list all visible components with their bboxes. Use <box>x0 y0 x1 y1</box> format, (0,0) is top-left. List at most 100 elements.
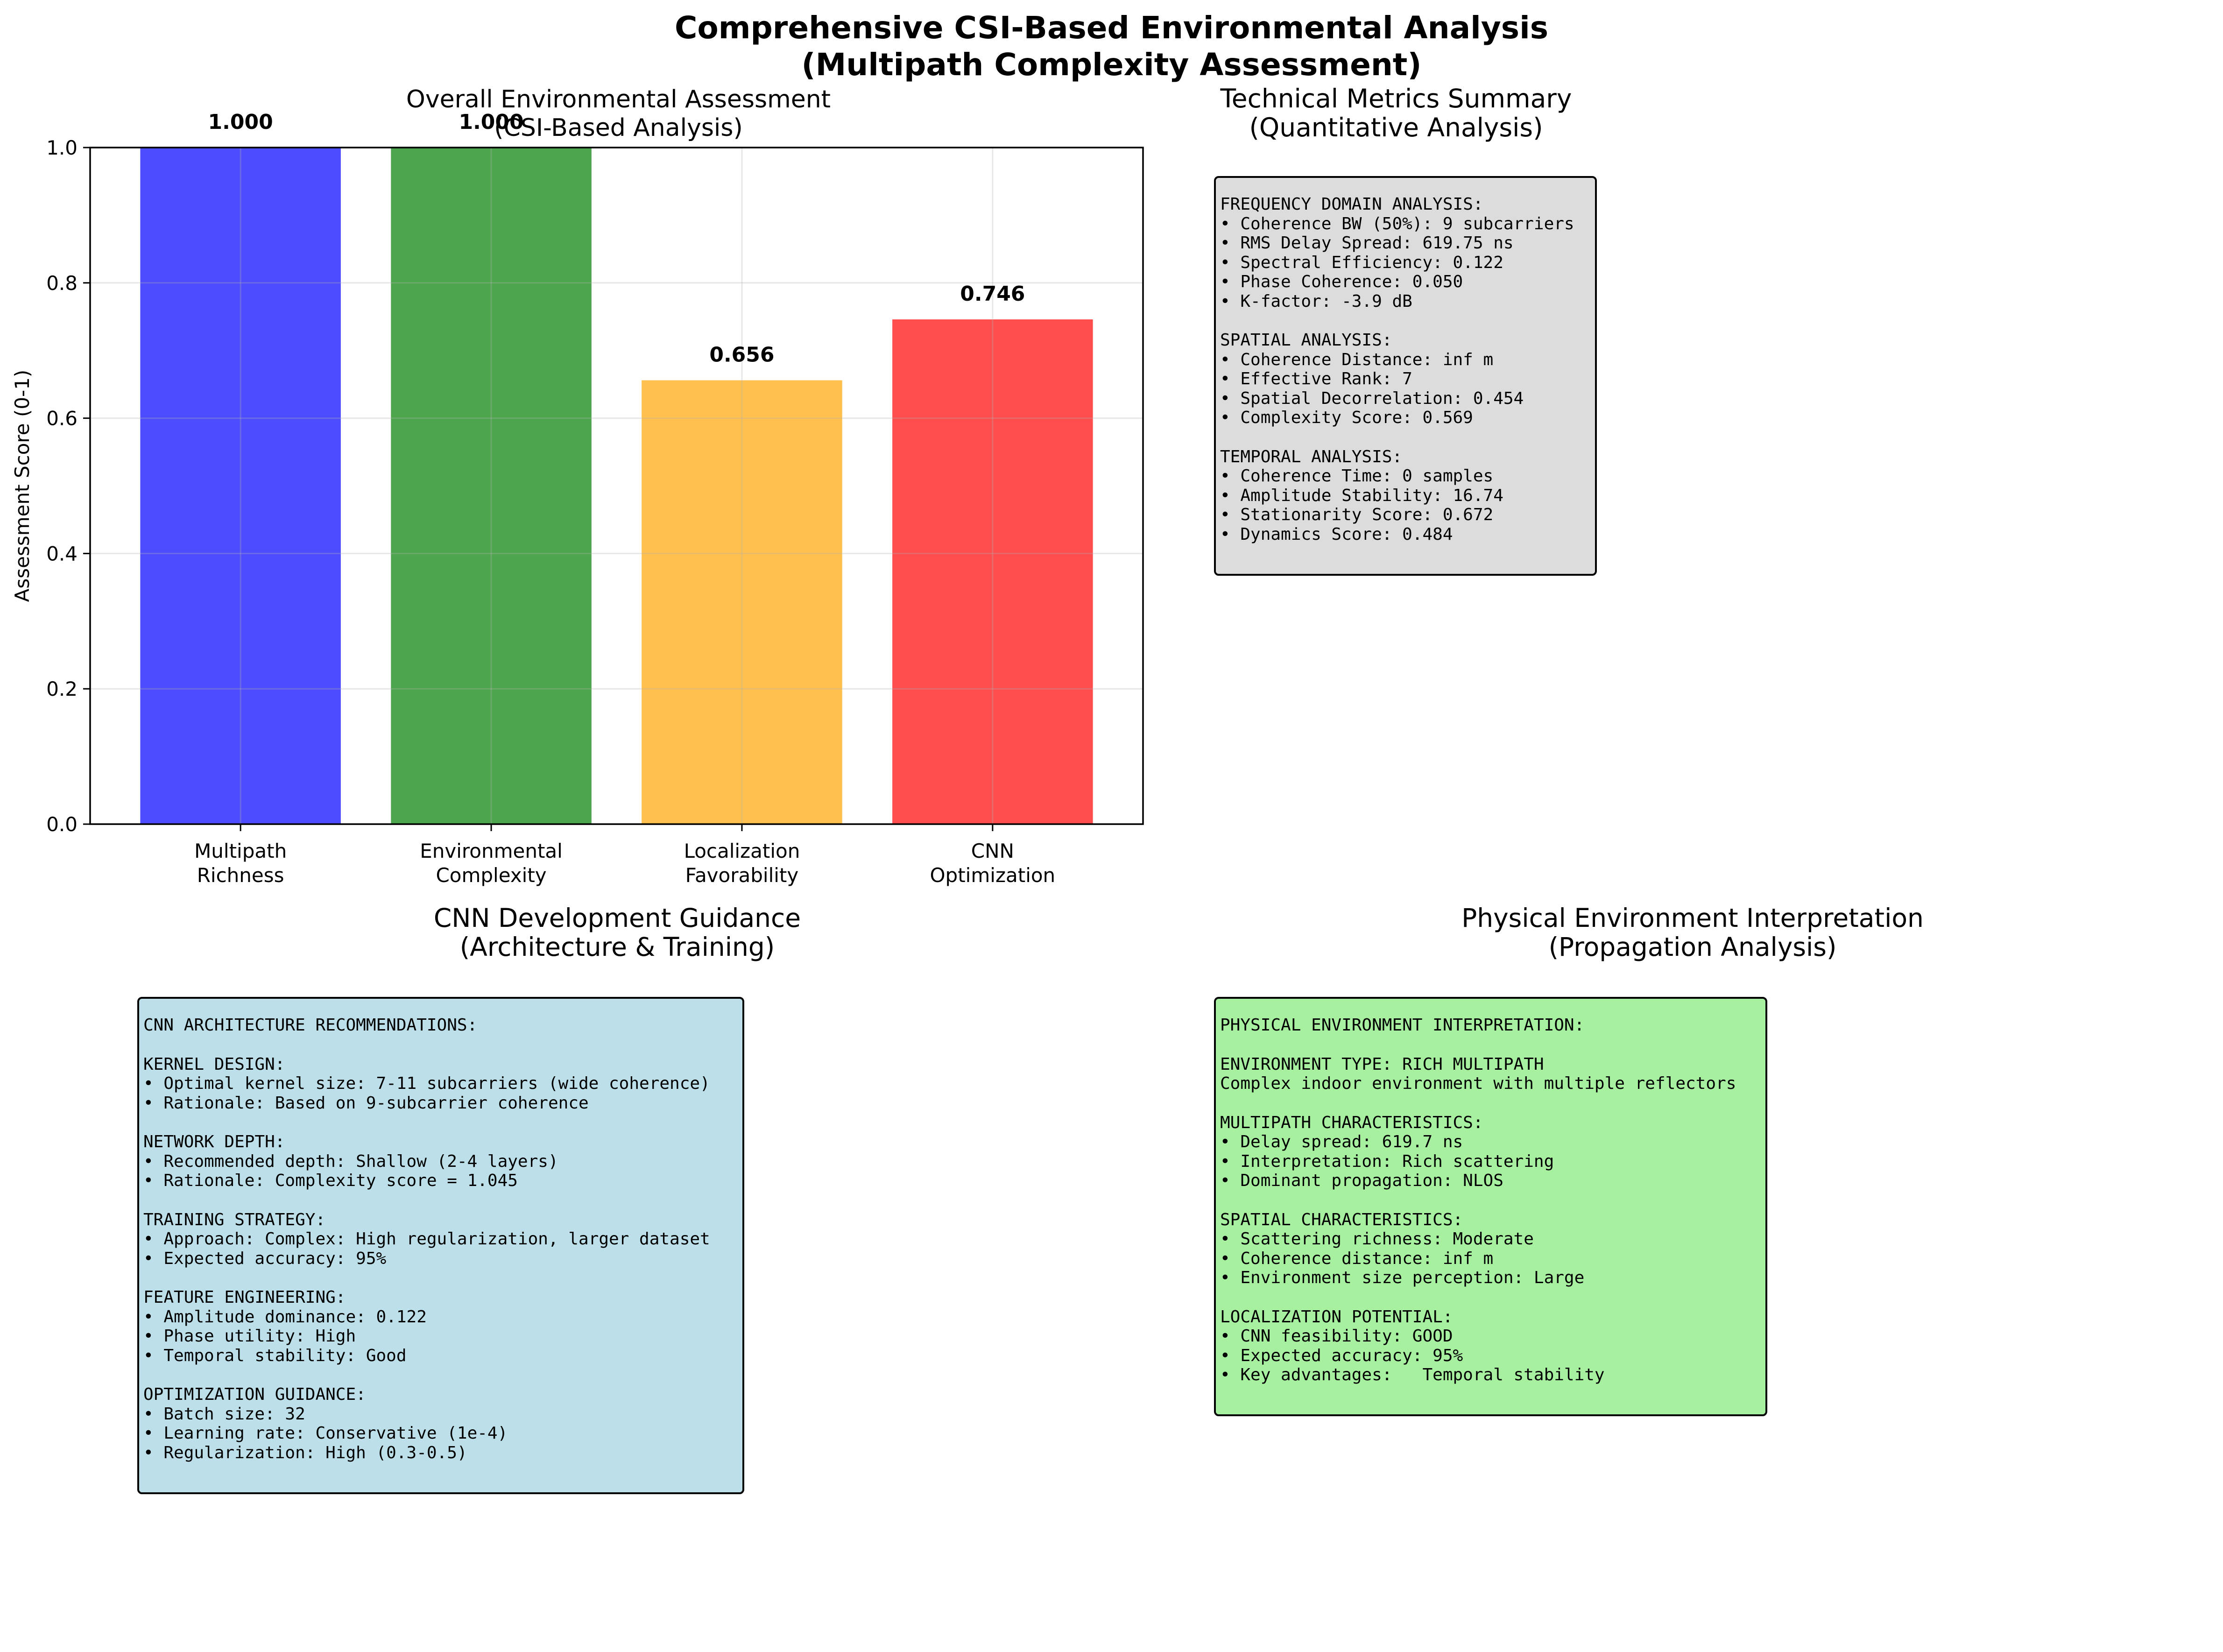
x-tick-label: Multipath <box>194 840 287 862</box>
y-tick-label: 0.2 <box>46 678 78 700</box>
physical-interpretation-line: • Delay spread: 619.7 ns <box>1220 1132 1463 1151</box>
cnn-guidance-line: • Expected accuracy: 95% <box>143 1249 387 1268</box>
x-tick-label: Optimization <box>930 864 1056 887</box>
figure-title-line-2: (Multipath Complexity Assessment) <box>801 47 1422 83</box>
technical-metrics-line: • Stationarity Score: 0.672 <box>1220 505 1494 524</box>
physical-interpretation-line: LOCALIZATION POTENTIAL: <box>1220 1307 1453 1327</box>
cnn-guidance-line: • Learning rate: Conservative (1e-4) <box>143 1424 508 1443</box>
cnn-guidance-section: FEATURE ENGINEERING: • Amplitude dominanc… <box>143 1288 742 1365</box>
cnn-panel-title-line-2: (Architecture & Training) <box>459 932 775 962</box>
bar <box>642 380 842 824</box>
y-tick-label: 0.4 <box>46 542 78 565</box>
data-label: 1.000 <box>208 110 273 134</box>
x-tick-label: Environmental <box>420 840 563 862</box>
technical-panel-title-line-1: Technical Metrics Summary <box>1220 84 1572 113</box>
x-tick-label: Complexity <box>436 864 546 887</box>
cnn-guidance-line: KERNEL DESIGN: <box>143 1054 285 1074</box>
physical-interpretation-section: MULTIPATH CHARACTERISTICS: • Delay spread… <box>1220 1113 1765 1191</box>
technical-metrics-box: FREQUENCY DOMAIN ANALYSIS: • Coherence BW… <box>1214 176 1597 576</box>
technical-metrics-section: TEMPORAL ANALYSIS: • Coherence Time: 0 sa… <box>1220 447 1595 544</box>
physical-interpretation-box: PHYSICAL ENVIRONMENT INTERPRETATION: ENVI… <box>1214 997 1767 1416</box>
technical-metrics-line: • K-factor: -3.9 dB <box>1220 291 1412 311</box>
physical-interpretation-line: MULTIPATH CHARACTERISTICS: <box>1220 1113 1483 1132</box>
y-tick-label: 0.0 <box>46 813 78 836</box>
technical-metrics-line: TEMPORAL ANALYSIS: <box>1220 447 1403 466</box>
technical-panel-title-line-2: (Quantitative Analysis) <box>1249 113 1543 142</box>
technical-metrics-line: • Coherence Distance: inf m <box>1220 350 1494 369</box>
technical-metrics-line: • Effective Rank: 7 <box>1220 369 1412 388</box>
physical-interpretation-line: • Interpretation: Rich scattering <box>1220 1151 1554 1171</box>
technical-metrics-section: FREQUENCY DOMAIN ANALYSIS: • Coherence BW… <box>1220 195 1595 311</box>
cnn-guidance-line: • Temporal stability: Good <box>143 1346 407 1365</box>
x-tick-label: Localization <box>684 840 800 862</box>
figure-title-line-1: Comprehensive CSI-Based Environmental An… <box>674 10 1548 46</box>
physical-interpretation-line: • Dominant propagation: NLOS <box>1220 1171 1503 1190</box>
physical-interpretation-line: • Expected accuracy: 95% <box>1220 1346 1463 1365</box>
physical-panel-title-line-1: Physical Environment Interpretation <box>1461 903 1924 933</box>
cnn-guidance-line: • Phase utility: High <box>143 1327 356 1346</box>
cnn-guidance-line: CNN ARCHITECTURE RECOMMENDATIONS: <box>143 1016 478 1035</box>
cnn-guidance-line: • Batch size: 32 <box>143 1404 305 1424</box>
cnn-guidance-line: TRAINING STRATEGY: <box>143 1210 326 1229</box>
chart-title-line-1: Overall Environmental Assessment <box>406 85 831 113</box>
physical-interpretation-line: • Scattering richness: Moderate <box>1220 1229 1534 1249</box>
technical-metrics-line: • Spectral Efficiency: 0.122 <box>1220 253 1503 272</box>
physical-interpretation-section: PHYSICAL ENVIRONMENT INTERPRETATION: <box>1220 1016 1765 1035</box>
technical-metrics-section: SPATIAL ANALYSIS: • Coherence Distance: i… <box>1220 331 1595 428</box>
x-tick-label: CNN <box>971 840 1014 862</box>
physical-panel-title-line-2: (Propagation Analysis) <box>1548 932 1837 962</box>
bar <box>892 319 1093 824</box>
technical-metrics-line: • Complexity Score: 0.569 <box>1220 408 1473 427</box>
x-tick-label: Favorability <box>685 864 799 887</box>
physical-interpretation-line: • CNN feasibility: GOOD <box>1220 1327 1453 1346</box>
technical-metrics-line: • Phase Coherence: 0.050 <box>1220 272 1463 291</box>
bar <box>140 148 341 824</box>
bar <box>391 148 592 824</box>
technical-metrics-line: • Amplitude Stability: 16.74 <box>1220 486 1503 505</box>
cnn-guidance-section: NETWORK DEPTH: • Recommended depth: Shall… <box>143 1132 742 1191</box>
cnn-panel-title-line-1: CNN Development Guidance <box>433 903 801 933</box>
physical-interpretation-line: ENVIRONMENT TYPE: RICH MULTIPATH <box>1220 1054 1544 1074</box>
technical-metrics-line: • Coherence Time: 0 samples <box>1220 466 1494 486</box>
plot-frame <box>89 147 1144 825</box>
cnn-guidance-line: OPTIMIZATION GUIDANCE: <box>143 1385 366 1404</box>
cnn-guidance-line: • Recommended depth: Shallow (2-4 layers… <box>143 1151 558 1171</box>
cnn-guidance-line: • Rationale: Based on 9-subcarrier coher… <box>143 1093 589 1113</box>
physical-interpretation-section: ENVIRONMENT TYPE: RICH MULTIPATH Complex … <box>1220 1055 1765 1094</box>
y-axis-label: Assessment Score (0-1) <box>11 370 34 602</box>
physical-interpretation-line: • Coherence distance: inf m <box>1220 1249 1494 1268</box>
y-tick-label: 0.8 <box>46 272 78 295</box>
x-tick-label: Richness <box>197 864 284 887</box>
cnn-guidance-section: OPTIMIZATION GUIDANCE: • Batch size: 32 • … <box>143 1385 742 1462</box>
y-tick-label: 1.0 <box>46 136 78 159</box>
physical-interpretation-section: LOCALIZATION POTENTIAL: • CNN feasibility… <box>1220 1307 1765 1385</box>
cnn-guidance-line: • Optimal kernel size: 7-11 subcarriers … <box>143 1074 710 1093</box>
cnn-guidance-line: • Regularization: High (0.3-0.5) <box>143 1443 467 1462</box>
physical-interpretation-line: SPATIAL CHARACTERISTICS: <box>1220 1210 1463 1229</box>
technical-metrics-line: • Coherence BW (50%): 9 subcarriers <box>1220 214 1574 233</box>
technical-metrics-line: • Dynamics Score: 0.484 <box>1220 524 1453 544</box>
cnn-guidance-line: • Approach: Complex: High regularization… <box>143 1229 710 1249</box>
cnn-guidance-section: CNN ARCHITECTURE RECOMMENDATIONS: <box>143 1016 742 1035</box>
cnn-guidance-section: KERNEL DESIGN: • Optimal kernel size: 7-1… <box>143 1055 742 1113</box>
technical-metrics-line: SPATIAL ANALYSIS: <box>1220 331 1392 350</box>
data-label: 0.656 <box>709 343 774 367</box>
physical-interpretation-section: SPATIAL CHARACTERISTICS: • Scattering ric… <box>1220 1210 1765 1288</box>
cnn-guidance-line: • Rationale: Complexity score = 1.045 <box>143 1171 518 1190</box>
data-label: 1.000 <box>459 110 523 134</box>
cnn-guidance-box: CNN ARCHITECTURE RECOMMENDATIONS: KERNEL … <box>137 997 744 1494</box>
chart-title-line-2: (CSI-Based Analysis) <box>494 114 743 142</box>
cnn-guidance-line: NETWORK DEPTH: <box>143 1132 285 1151</box>
physical-interpretation-line: PHYSICAL ENVIRONMENT INTERPRETATION: <box>1220 1016 1585 1035</box>
cnn-guidance-line: FEATURE ENGINEERING: <box>143 1288 346 1307</box>
technical-metrics-line: • RMS Delay Spread: 619.75 ns <box>1220 233 1514 253</box>
physical-interpretation-line: • Environment size perception: Large <box>1220 1268 1585 1287</box>
cnn-guidance-section: TRAINING STRATEGY: • Approach: Complex: H… <box>143 1210 742 1269</box>
technical-metrics-line: FREQUENCY DOMAIN ANALYSIS: <box>1220 195 1483 214</box>
data-label: 0.746 <box>960 282 1025 306</box>
y-tick-label: 0.6 <box>46 407 78 430</box>
physical-interpretation-line: Complex indoor environment with multiple… <box>1220 1074 1736 1093</box>
technical-metrics-line: • Spatial Decorrelation: 0.454 <box>1220 388 1524 408</box>
